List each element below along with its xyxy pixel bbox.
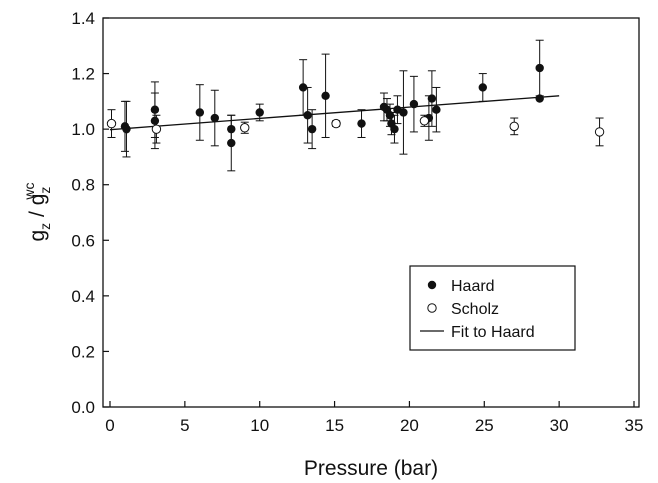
x-tick-label: 0 <box>105 416 114 435</box>
y-tick-label: 0.8 <box>71 176 95 195</box>
data-point-haard <box>307 124 317 134</box>
error-bar-layer <box>107 39 604 172</box>
data-point-haard <box>535 63 544 73</box>
y-tick-label: 0.2 <box>71 342 95 361</box>
y-tick-label: 0.6 <box>71 231 95 250</box>
data-point-haard <box>298 83 308 92</box>
data-point-haard <box>432 105 441 114</box>
plot-frame <box>102 17 640 408</box>
x-tick-label: 20 <box>400 416 419 435</box>
data-point-haard <box>150 116 160 126</box>
y-axis-ticks: 0.0 0.2 0.4 0.6 0.8 1.0 1.2 1.4 <box>71 9 109 417</box>
y-tick-label: 1.0 <box>71 120 95 139</box>
data-point-haard <box>385 111 395 120</box>
data-point-haard <box>227 138 236 148</box>
legend-label-fit: Fit to Haard <box>451 324 535 341</box>
x-axis-ticks: 0 5 10 15 20 25 30 35 <box>105 401 643 435</box>
data-point-haard <box>303 111 312 120</box>
data-point-layer <box>106 63 605 148</box>
data-point-scholz <box>594 127 605 137</box>
data-point-scholz <box>106 118 117 129</box>
data-point-scholz <box>331 118 341 129</box>
y-axis-title: gz / gzwc <box>21 183 53 242</box>
legend: Haard Scholz Fit to Haard <box>409 265 576 351</box>
y-tick-label: 1.2 <box>71 65 95 84</box>
legend-label-scholz: Scholz <box>451 301 499 318</box>
data-point-haard <box>122 124 131 134</box>
data-point-scholz <box>419 116 430 126</box>
data-point-haard <box>357 119 366 128</box>
data-point-haard <box>399 108 408 117</box>
x-tick-label: 30 <box>550 416 569 435</box>
legend-marker-scholz <box>427 303 437 313</box>
data-point-haard <box>427 94 437 103</box>
y-tick-label: 1.4 <box>71 9 95 28</box>
data-point-haard <box>210 113 219 123</box>
data-point-haard <box>255 108 264 117</box>
x-tick-label: 35 <box>625 416 644 435</box>
data-point-haard <box>321 91 330 101</box>
data-point-haard <box>478 83 487 92</box>
data-point-haard <box>195 108 205 117</box>
y-tick-label: 0.0 <box>71 398 95 417</box>
data-point-haard <box>390 124 399 134</box>
legend-box <box>409 265 576 351</box>
data-point-haard <box>150 105 160 114</box>
data-point-scholz <box>509 121 519 132</box>
x-axis-title: Pressure (bar) <box>304 457 438 480</box>
data-point-scholz <box>151 124 162 134</box>
legend-label-haard: Haard <box>451 278 495 295</box>
x-tick-label: 10 <box>250 416 269 435</box>
x-tick-label: 15 <box>325 416 344 435</box>
legend-marker-haard <box>427 280 437 290</box>
x-tick-label: 25 <box>475 416 494 435</box>
data-point-haard <box>535 94 544 103</box>
data-point-scholz <box>240 123 250 133</box>
x-tick-label: 5 <box>180 416 189 435</box>
data-point-haard <box>409 99 419 109</box>
y-tick-label: 0.4 <box>71 287 95 306</box>
data-point-haard <box>227 124 236 134</box>
